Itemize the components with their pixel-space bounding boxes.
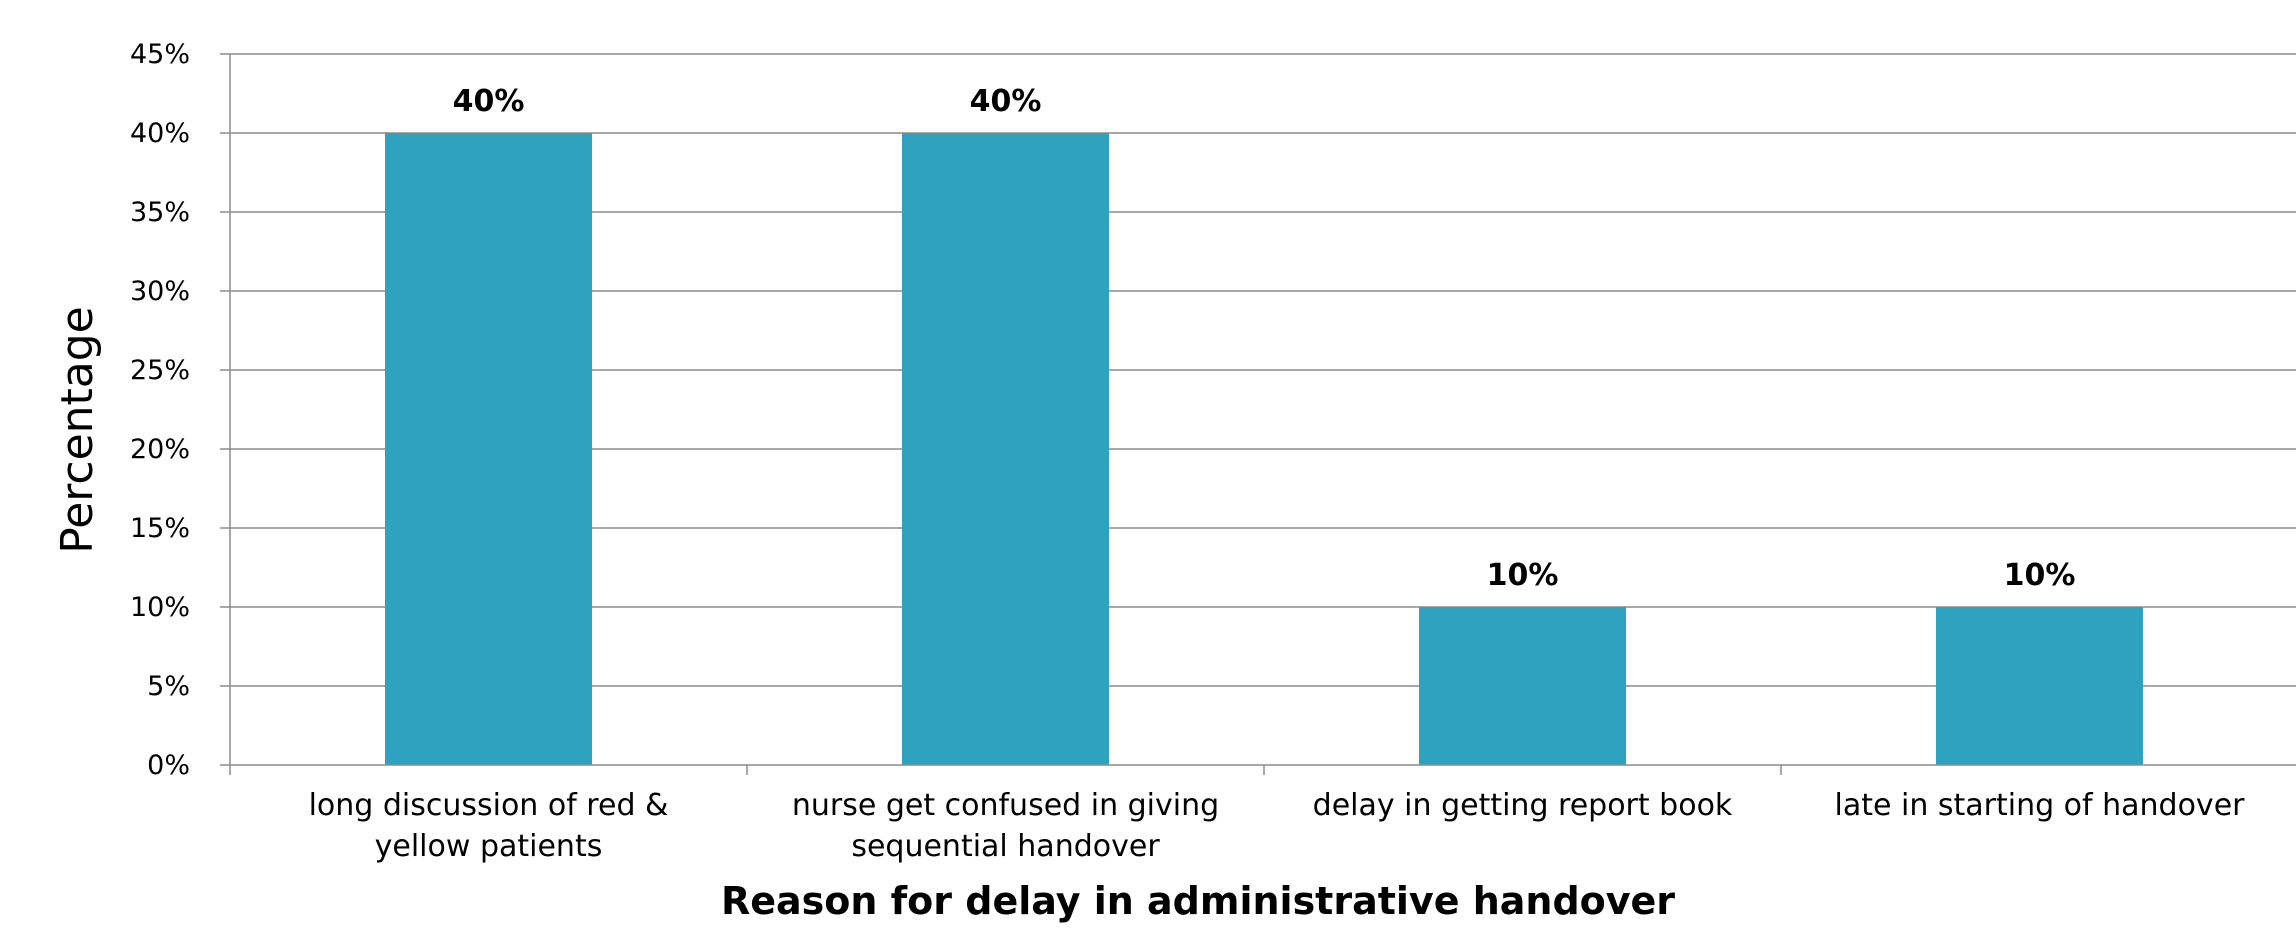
bar xyxy=(385,133,592,765)
axes xyxy=(220,53,2296,775)
x-tick-label: nurse get confused in giving xyxy=(792,788,1219,823)
bar xyxy=(902,133,1109,765)
data-label: 40% xyxy=(453,84,525,119)
y-tick-label: 25% xyxy=(130,355,190,386)
y-tick-label: 35% xyxy=(130,197,190,228)
y-tick-label: 45% xyxy=(130,39,190,70)
x-tick-label: sequential handover xyxy=(851,829,1160,864)
y-tick-label: 5% xyxy=(147,671,190,702)
x-axis-title: Reason for delay in administrative hando… xyxy=(721,879,1675,923)
data-label: 10% xyxy=(2004,558,2076,593)
bar xyxy=(1936,607,2143,765)
y-tick-label: 20% xyxy=(130,434,190,465)
data-label: 10% xyxy=(1487,558,1559,593)
x-tick-label: long discussion of red & xyxy=(309,788,669,823)
x-tick-label: yellow patients xyxy=(375,829,603,864)
y-tick-label: 40% xyxy=(130,118,190,149)
bars xyxy=(385,133,2143,765)
labels: 0% 5% 10% 15% 20% 25% 30% 35% 40% 45% 40% long disc… xyxy=(130,39,2245,864)
y-tick-label: 10% xyxy=(130,592,190,623)
y-tick-label: 15% xyxy=(130,513,190,544)
x-tick-label: delay in getting report book xyxy=(1313,788,1733,823)
bar xyxy=(1419,607,1626,765)
y-axis-title: Percentage xyxy=(52,306,103,554)
x-tick-label: late in starting of handover xyxy=(1835,788,2246,823)
y-tick-label: 30% xyxy=(130,276,190,307)
data-label: 40% xyxy=(970,84,1042,119)
y-tick-label: 0% xyxy=(147,750,190,781)
